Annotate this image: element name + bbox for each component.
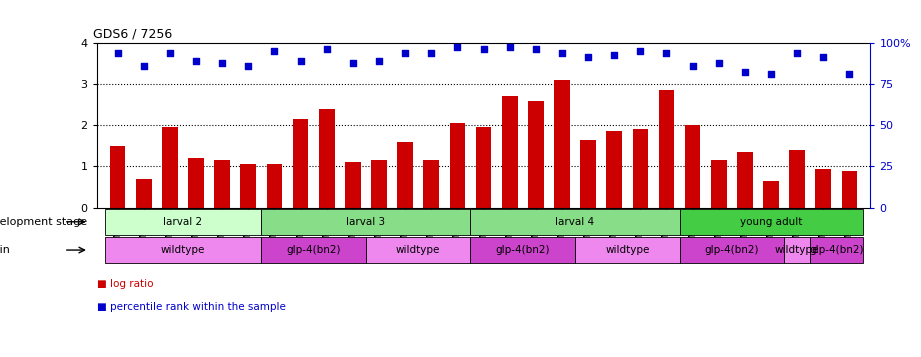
Bar [659, 90, 674, 208]
Text: wildtype: wildtype [396, 245, 440, 255]
Bar [105, 237, 262, 263]
Text: ■ log ratio: ■ log ratio [97, 279, 153, 289]
Bar [266, 165, 282, 208]
Point [398, 50, 413, 56]
Text: young adult: young adult [740, 217, 802, 227]
Bar [810, 237, 862, 263]
Bar [371, 160, 387, 208]
Point [529, 46, 543, 52]
Bar [842, 171, 857, 208]
Text: larval 3: larval 3 [346, 217, 386, 227]
Bar [366, 237, 471, 263]
Text: glp-4(bn2): glp-4(bn2) [810, 245, 864, 255]
Bar [293, 119, 309, 208]
Bar [784, 237, 810, 263]
Bar [319, 109, 334, 208]
Point [842, 71, 857, 77]
Bar [528, 101, 543, 208]
Text: ■ percentile rank within the sample: ■ percentile rank within the sample [97, 302, 286, 312]
Point [450, 44, 465, 50]
Point [764, 71, 778, 77]
Point [607, 52, 622, 58]
Bar [580, 140, 596, 208]
Point [345, 61, 360, 66]
Point [711, 61, 726, 66]
Bar [471, 237, 575, 263]
Text: glp-4(bn2): glp-4(bn2) [495, 245, 550, 255]
Bar [215, 160, 230, 208]
Bar [424, 160, 439, 208]
Bar [136, 179, 152, 208]
Bar [397, 142, 413, 208]
Bar [685, 125, 701, 208]
Bar [162, 127, 178, 208]
Bar [789, 150, 805, 208]
Point [424, 50, 438, 56]
Bar [633, 129, 648, 208]
Bar [680, 209, 862, 235]
Bar [475, 127, 492, 208]
Bar [680, 237, 784, 263]
Bar [711, 160, 727, 208]
Point [371, 59, 386, 64]
Bar [110, 146, 125, 208]
Bar [502, 96, 518, 208]
Bar [815, 169, 831, 208]
Point [320, 46, 334, 52]
Text: larval 4: larval 4 [555, 217, 595, 227]
Text: GDS6 / 7256: GDS6 / 7256 [93, 27, 172, 40]
Bar [606, 131, 622, 208]
Bar [105, 209, 262, 235]
Point [293, 59, 308, 64]
Point [581, 54, 596, 60]
Text: development stage: development stage [0, 217, 87, 227]
Point [633, 48, 647, 54]
Bar [764, 181, 779, 208]
Point [502, 44, 517, 50]
Text: larval 2: larval 2 [163, 217, 203, 227]
Bar [262, 237, 366, 263]
Bar [575, 237, 680, 263]
Bar [737, 152, 752, 208]
Point [111, 50, 125, 56]
Point [738, 69, 752, 75]
Bar [345, 162, 361, 208]
Point [816, 54, 831, 60]
Point [189, 59, 204, 64]
Point [241, 62, 256, 68]
Bar [471, 209, 680, 235]
Text: wildtype: wildtype [775, 245, 820, 255]
Text: glp-4(bn2): glp-4(bn2) [705, 245, 759, 255]
Point [685, 62, 700, 68]
Text: glp-4(bn2): glp-4(bn2) [286, 245, 341, 255]
Point [659, 50, 674, 56]
Point [267, 48, 282, 54]
Point [136, 62, 151, 68]
Point [554, 50, 569, 56]
Bar [262, 209, 471, 235]
Point [215, 61, 229, 66]
Text: wildtype: wildtype [605, 245, 649, 255]
Text: strain: strain [0, 245, 10, 255]
Bar [449, 123, 465, 208]
Bar [240, 165, 256, 208]
Bar [188, 158, 204, 208]
Point [790, 50, 805, 56]
Point [162, 50, 177, 56]
Bar [554, 80, 570, 208]
Text: wildtype: wildtype [161, 245, 205, 255]
Point [476, 46, 491, 52]
